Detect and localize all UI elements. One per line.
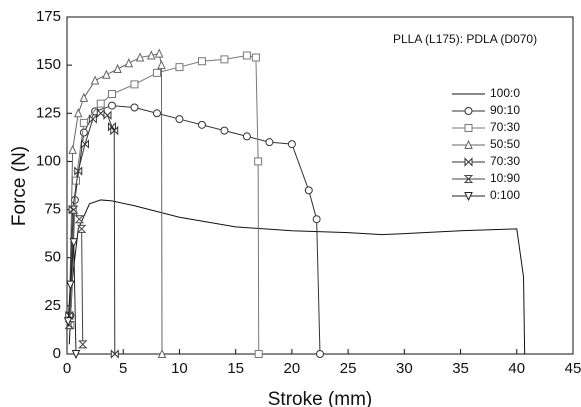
marker [69,238,79,248]
legend-marker [464,124,473,132]
marker [312,215,321,224]
marker [254,157,263,166]
marker [110,349,119,359]
legend-marker [463,175,474,183]
y-tick-label: 50 [44,249,61,266]
marker [79,118,88,127]
legend-label: 0:100 [490,188,520,202]
legend-marker [464,192,473,202]
marker [220,55,229,64]
marker [175,115,184,124]
y-tick-label: 125 [36,104,61,121]
x-axis-label: Stroke (mm) [268,389,373,407]
x-tick-label: 0 [63,360,71,377]
legend-marker [464,157,473,167]
marker [197,120,206,129]
marker [147,50,156,60]
legend-label: 100:0 [490,86,520,100]
marker [152,109,161,118]
marker [96,108,105,118]
marker [220,126,229,135]
y-tick-label: 100 [36,152,61,169]
marker [78,340,88,349]
legend-label: 50:50 [490,137,520,151]
marker [107,122,116,132]
legend-label: 70:30 [490,154,520,168]
marker [135,52,145,62]
marker [68,144,77,154]
marker [107,101,116,110]
marker [102,69,111,79]
marker [74,166,83,176]
marker [107,90,116,99]
marker [157,348,167,358]
marker [90,75,100,85]
marker [79,128,88,137]
x-tick-label: 35 [452,360,469,377]
marker [242,132,251,141]
y-tick-label: 75 [44,201,61,218]
x-tick-label: 15 [227,360,244,377]
marker [130,80,139,89]
marker [66,280,75,290]
x-tick-label: 5 [119,360,127,377]
marker [103,110,112,120]
marker [76,224,87,233]
y-tick-label: 25 [44,297,61,314]
marker [304,186,313,195]
series-line [68,112,116,355]
marker [157,59,166,70]
series-line [68,199,526,355]
plot-frame [66,16,574,355]
x-tick-label: 10 [171,360,188,377]
marker [65,310,74,321]
y-tick-label: 150 [36,56,61,73]
x-tick-label: 45 [565,360,581,377]
marker [152,68,161,77]
marker [110,125,119,136]
marker [154,48,164,58]
legend-label: 90:10 [490,103,520,117]
marker [242,51,251,60]
marker [287,140,296,149]
series-line [67,242,77,355]
legend-label: 10:90 [490,171,520,185]
y-tick-label: 0 [53,345,61,362]
marker [316,350,324,358]
x-tick-label: 30 [396,360,413,377]
marker [71,350,81,360]
y-tick-label: 175 [36,8,61,25]
marker [69,205,79,214]
marker [63,317,73,327]
marker [73,108,83,118]
legend-marker [464,139,473,149]
marker [88,114,97,124]
legend-title: PLLA (L175): PDLA (D070) [393,32,537,46]
marker [130,103,139,112]
marker [74,215,85,224]
x-tick-label: 40 [508,360,525,377]
legend-marker [464,107,473,115]
x-tick-label: 20 [284,360,301,377]
marker [197,57,206,66]
marker [254,350,263,358]
marker [79,92,89,102]
marker [265,138,274,147]
legend-label: 70:30 [490,120,520,134]
marker [251,53,260,62]
marker [113,63,122,73]
y-axis-label: Force (N) [9,146,30,226]
marker [80,139,89,149]
marker [175,63,184,72]
marker [124,58,134,68]
x-tick-label: 25 [340,360,357,377]
marker [96,99,105,108]
